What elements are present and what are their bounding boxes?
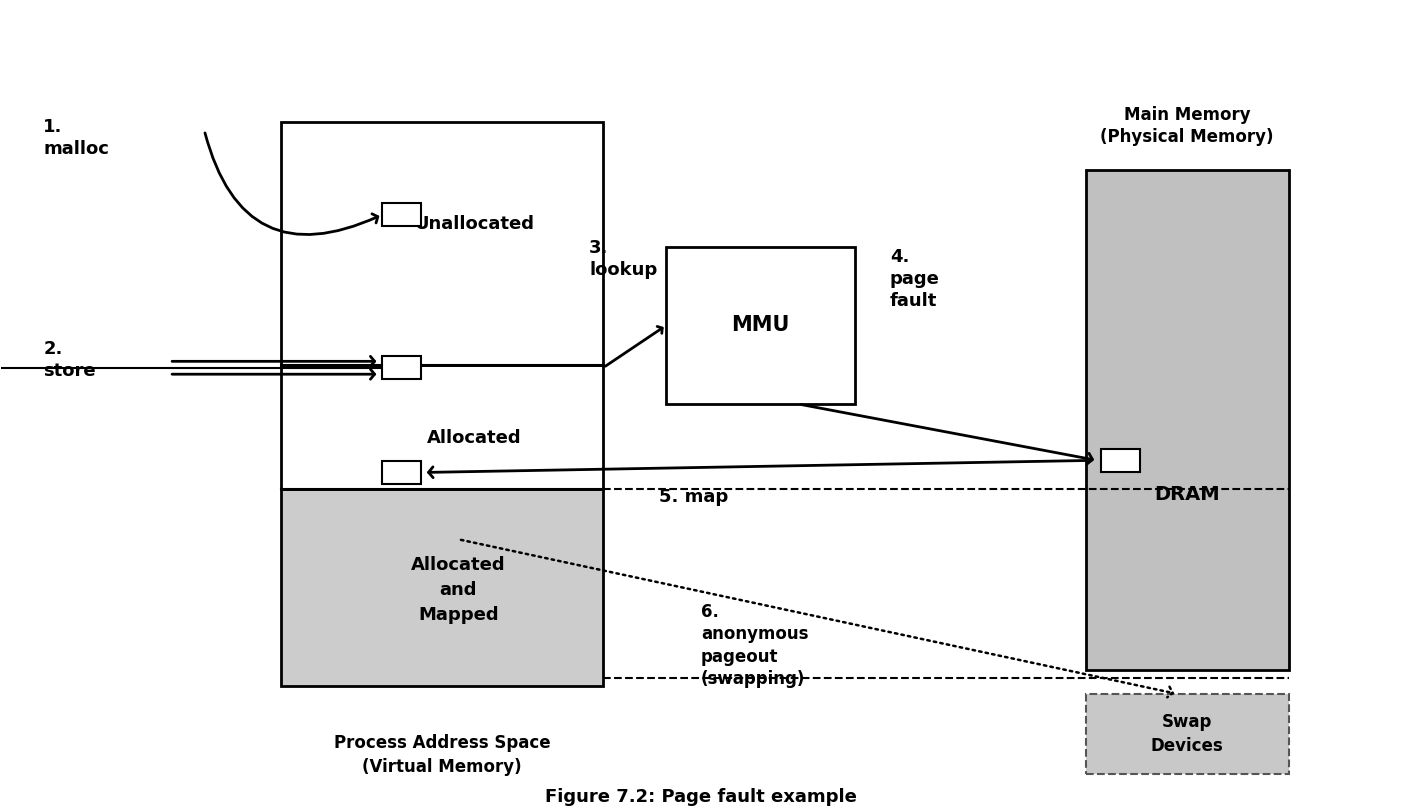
Bar — [381, 356, 421, 379]
Text: 1.
malloc: 1. malloc — [43, 118, 109, 158]
Bar — [381, 204, 421, 226]
Bar — [282, 489, 603, 686]
Text: DRAM: DRAM — [1154, 486, 1220, 504]
Text: Figure 7.2: Page fault example: Figure 7.2: Page fault example — [545, 789, 857, 806]
Text: 4.
page
fault: 4. page fault — [890, 248, 939, 310]
Bar — [1085, 170, 1288, 670]
Text: 5. map: 5. map — [659, 487, 728, 506]
Text: Main Memory
(Physical Memory): Main Memory (Physical Memory) — [1101, 106, 1274, 146]
Text: Allocated
and
Mapped: Allocated and Mapped — [411, 556, 506, 624]
Text: MMU: MMU — [732, 315, 789, 335]
Text: Process Address Space
(Virtual Memory): Process Address Space (Virtual Memory) — [334, 734, 551, 776]
Text: Swap
Devices: Swap Devices — [1151, 713, 1224, 755]
Bar — [1101, 449, 1140, 472]
Bar — [1085, 694, 1288, 774]
Text: 6.
anonymous
pageout
(swapping): 6. anonymous pageout (swapping) — [701, 604, 809, 688]
Bar — [381, 461, 421, 484]
Bar — [282, 122, 603, 364]
Text: 2.
store: 2. store — [43, 339, 95, 380]
Text: Allocated: Allocated — [428, 429, 522, 447]
Text: Unallocated: Unallocated — [415, 215, 534, 233]
Text: 3.
lookup: 3. lookup — [589, 239, 658, 279]
Bar — [282, 364, 603, 489]
Bar — [666, 247, 855, 404]
